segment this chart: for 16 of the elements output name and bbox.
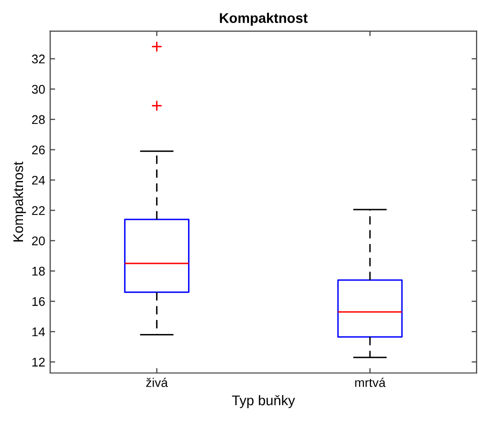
y-tick-label: 14	[32, 328, 45, 336]
y-tick-label: 20	[32, 236, 45, 246]
y-tick-label: 16	[32, 297, 45, 306]
y-tick-label: 26	[32, 146, 45, 154]
chart-title: Kompaktnost	[220, 12, 308, 26]
x-tick-label: živá	[146, 378, 168, 388]
y-tick-label: 18	[32, 266, 45, 276]
y-tick-label: 30	[32, 84, 45, 94]
x-tick-label: mrtvá	[355, 378, 386, 388]
y-tick-label: 22	[32, 206, 45, 215]
y-tick-label: 32	[32, 54, 45, 64]
y-tick-label: 28	[32, 115, 45, 124]
y-axis-title: Kompaktnost	[12, 162, 26, 242]
x-axis-title: Typ buňky	[232, 395, 296, 408]
y-tick-label: 24	[32, 176, 45, 185]
y-tick-label: 12	[32, 358, 45, 366]
